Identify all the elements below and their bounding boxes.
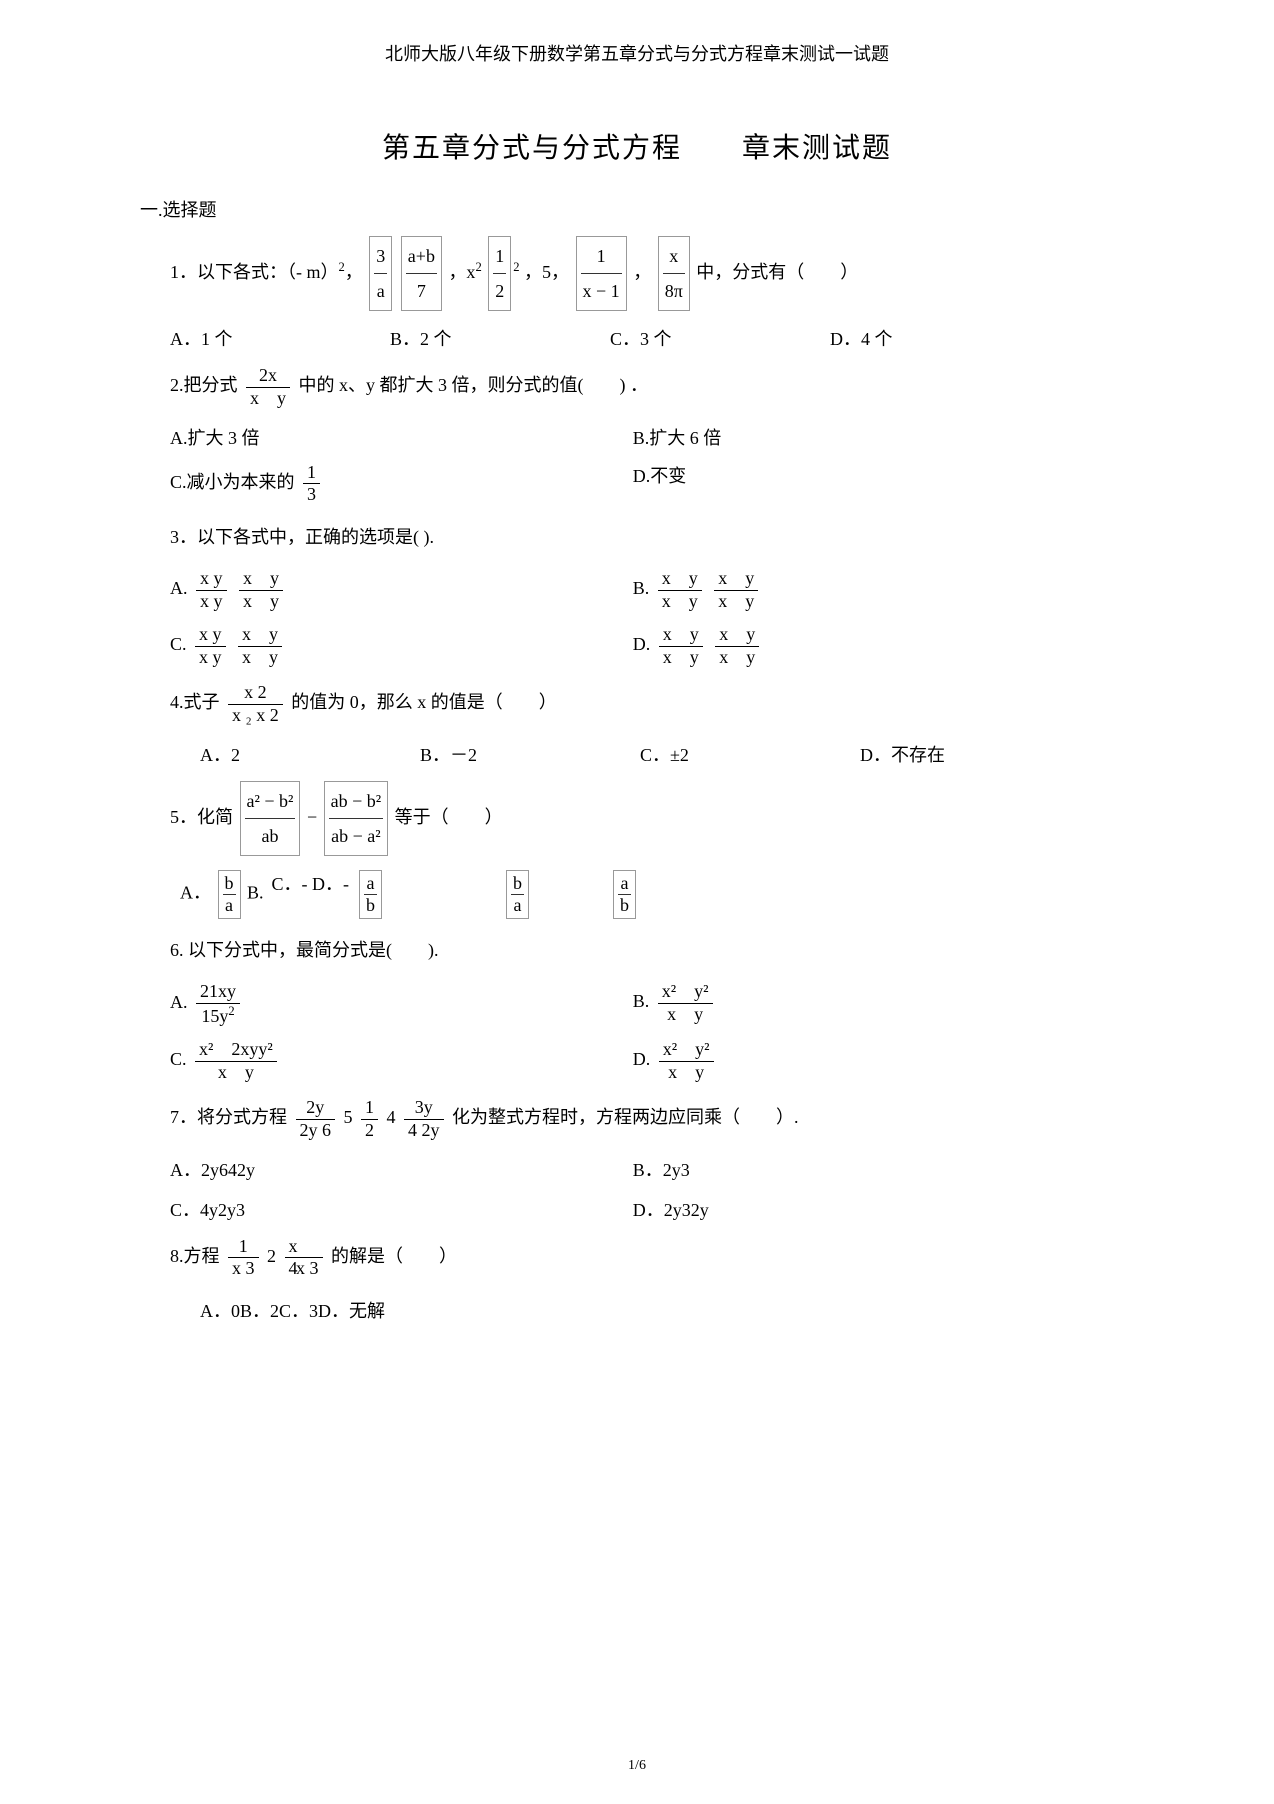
q6-row2: C. x² 2xyy²x y D. x² y²x y bbox=[170, 1039, 1134, 1083]
q3-row2: C. x yx y x yx y D. x yx y x yx y bbox=[170, 624, 1134, 668]
page-container: 北师大版八年级下册数学第五章分式与分式方程章末测试一试题 第五章分式与分式方程 … bbox=[0, 0, 1274, 1804]
q8-options: A．0B．2C．3D．无解 bbox=[200, 1294, 1134, 1328]
q4-optA: A．2 bbox=[200, 741, 360, 767]
q6-optD: D. x² y²x y bbox=[633, 1039, 1096, 1083]
question-1: 1．以下各式：（- m）2， 3a a+b7 ，x2 122 ，5， 1x − … bbox=[170, 236, 1134, 311]
section-1-header: 一.选择题 bbox=[140, 196, 1134, 222]
q1-stem-prefix: 1．以下各式：（- m） bbox=[170, 262, 339, 282]
q4-optB: B．－2 bbox=[420, 741, 580, 767]
question-3: 3．以下各式中，正确的选项是( ). bbox=[170, 520, 1134, 554]
q8-frac2b: x 3 bbox=[292, 1236, 323, 1280]
q7-row1: A．2y642y B．2y3 bbox=[170, 1156, 1134, 1182]
q6-optC: C. x² 2xyy²x y bbox=[170, 1039, 633, 1083]
q7-row2: C．4y2y3 D．2y32y bbox=[170, 1196, 1134, 1222]
q1-options: A．1 个 B．2 个 C．3 个 D．4 个 bbox=[170, 325, 1134, 351]
q3-optD: D. x yx y x yx y bbox=[633, 624, 1096, 668]
q2-optB: B.扩大 6 倍 bbox=[633, 424, 1096, 450]
q7-frac3: 3y4 2y bbox=[404, 1097, 444, 1141]
q4-frac: x 2x ₂ x 2 bbox=[228, 682, 283, 726]
q5-optF: ba bbox=[504, 870, 531, 919]
q7-optA: A．2y642y bbox=[170, 1156, 633, 1182]
question-5: 5．化简 a² − b²ab − ab − b²ab − a² 等于（ ） bbox=[170, 781, 1134, 856]
question-6: 6. 以下分式中，最简分式是( ). bbox=[170, 933, 1134, 967]
question-7: 7．将分式方程 2y2y 6 5 12 4 3y4 2y 化为整式方程时，方程两… bbox=[170, 1097, 1134, 1141]
page-number: 1/6 bbox=[628, 1758, 646, 1774]
q4-options: A．2 B．－2 C．±2 D．不存在 bbox=[200, 741, 1134, 767]
q1-frac4: 1x − 1 bbox=[576, 236, 627, 311]
q2-options-row2: C.减小为本来的 13 D.不变 bbox=[170, 462, 1134, 506]
q7-frac1: 2y2y 6 bbox=[296, 1097, 336, 1141]
q5-options: A． ba B. C．- D．- ab ba ab bbox=[180, 870, 1134, 919]
q5-frac2: ab − b²ab − a² bbox=[324, 781, 389, 856]
q1-stem-suffix: 中，分式有（ ） bbox=[696, 262, 858, 282]
q5-optE: ab bbox=[357, 870, 384, 919]
q2-optC: C.减小为本来的 13 bbox=[170, 462, 633, 506]
q3-optB: B. x yx y x yx y bbox=[633, 568, 1096, 612]
q7-optB: B．2y3 bbox=[633, 1156, 1096, 1182]
q7-optC: C．4y2y3 bbox=[170, 1196, 633, 1222]
q2-frac: 2xx y bbox=[246, 365, 290, 409]
q1-frac5: x8π bbox=[658, 236, 690, 311]
q5-optC: C．- D．- bbox=[272, 870, 350, 919]
q1-frac1: 3a bbox=[369, 236, 392, 311]
q1-optA: A．1 个 bbox=[170, 325, 330, 351]
q1-optD: D．4 个 bbox=[830, 325, 990, 351]
q3-row1: A. x yx y x yx y B. x yx y x yx y bbox=[170, 568, 1134, 612]
q7-frac2: 12 bbox=[361, 1097, 378, 1141]
question-8: 8.方程 1x 3 2 x4 x 3 的解是（ ） bbox=[170, 1236, 1134, 1280]
q1-optB: B．2 个 bbox=[390, 325, 550, 351]
doc-header: 北师大版八年级下册数学第五章分式与分式方程章末测试一试题 bbox=[140, 40, 1134, 66]
chapter-title: 第五章分式与分式方程 章末测试题 bbox=[140, 126, 1134, 166]
q8-frac1: 1x 3 bbox=[228, 1236, 259, 1280]
q5-optG: ab bbox=[611, 870, 638, 919]
question-4: 4.式子 x 2x ₂ x 2 的值为 0，那么 x 的值是（ ） bbox=[170, 682, 1134, 726]
q1-frac3: 12 bbox=[488, 236, 511, 311]
q5-optA: A． ba B. bbox=[180, 870, 264, 919]
q6-row1: A. 21xy15y2 B. x² y²x y bbox=[170, 981, 1134, 1027]
q2-optA: A.扩大 3 倍 bbox=[170, 424, 633, 450]
q6-optB: B. x² y²x y bbox=[633, 981, 1096, 1027]
q1-optC: C．3 个 bbox=[610, 325, 770, 351]
q6-optA: A. 21xy15y2 bbox=[170, 981, 633, 1027]
question-2: 2.把分式 2xx y 中的 x、y 都扩大 3 倍，则分式的值( ) ． bbox=[170, 365, 1134, 409]
q4-optC: C．±2 bbox=[640, 741, 800, 767]
q2-optD: D.不变 bbox=[633, 462, 1096, 506]
q2-options-row1: A.扩大 3 倍 B.扩大 6 倍 bbox=[170, 424, 1134, 450]
q3-optC: C. x yx y x yx y bbox=[170, 624, 633, 668]
q4-optD: D．不存在 bbox=[860, 741, 1020, 767]
q5-frac1: a² − b²ab bbox=[240, 781, 301, 856]
q7-optD: D．2y32y bbox=[633, 1196, 1096, 1222]
q1-frac2: a+b7 bbox=[401, 236, 442, 311]
q3-optA: A. x yx y x yx y bbox=[170, 568, 633, 612]
